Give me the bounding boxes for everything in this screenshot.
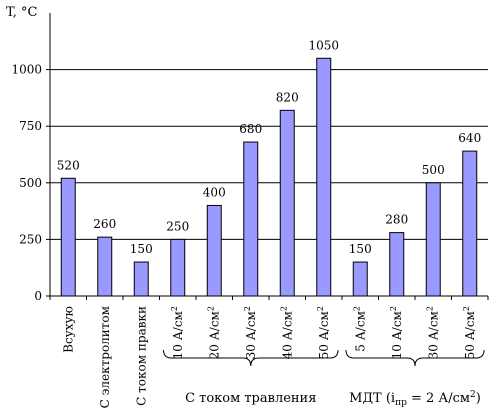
value-label: 260 (93, 217, 116, 231)
category-label: С электролитом (98, 306, 112, 408)
category-label: 10 А/см2 (170, 306, 185, 359)
category-label: 10 А/см2 (389, 306, 404, 359)
value-label: 150 (130, 242, 153, 256)
value-label: 400 (203, 185, 226, 199)
labels: 0 250 500 750 1000 520 Всухую 260 С электролитом… (11, 38, 485, 408)
bars (60, 57, 478, 297)
bar (352, 261, 368, 297)
value-label: 1050 (308, 38, 339, 52)
value-label: 250 (166, 219, 189, 233)
bar (389, 232, 405, 297)
bar (170, 238, 186, 297)
bar (279, 109, 295, 297)
bar (316, 57, 332, 297)
bar (206, 204, 222, 297)
category-label: 20 А/см2 (206, 306, 221, 359)
category-label: 30 А/см2 (243, 306, 258, 359)
group-label: С током травления (185, 391, 316, 406)
y-tick-label: 750 (19, 119, 42, 133)
value-label: 640 (458, 131, 481, 145)
bar (60, 177, 76, 297)
y-tick-label: 500 (19, 176, 42, 190)
value-label: 280 (385, 213, 408, 227)
value-label: 520 (57, 158, 80, 172)
y-tick-label: 250 (19, 232, 42, 246)
bar (425, 182, 441, 297)
group-label: МДТ (iпр = 2 А/см2) (349, 390, 481, 408)
category-label: 30 А/см2 (425, 306, 440, 359)
category-label: 50 А/см2 (462, 306, 477, 359)
group-brace (163, 349, 339, 367)
group-brace (345, 349, 485, 367)
y-tick-label: 1000 (11, 63, 42, 77)
axes (46, 13, 489, 300)
category-label: 5 А/см2 (352, 306, 367, 352)
y-axis-label: T, °C (6, 5, 38, 20)
category-label: Всухую (61, 306, 75, 353)
category-label: 50 А/см2 (316, 306, 331, 359)
category-label: 40 А/см2 (279, 306, 294, 359)
value-label: 500 (422, 163, 445, 177)
value-label: 150 (349, 242, 372, 256)
value-label: 820 (276, 90, 299, 104)
bar (462, 150, 478, 297)
bar (133, 261, 149, 297)
bar (97, 236, 113, 297)
value-label: 680 (239, 122, 262, 136)
y-tick-label: 0 (34, 289, 42, 303)
bar (243, 141, 259, 297)
category-label: С током правки (134, 306, 148, 406)
gridlines (50, 69, 488, 240)
